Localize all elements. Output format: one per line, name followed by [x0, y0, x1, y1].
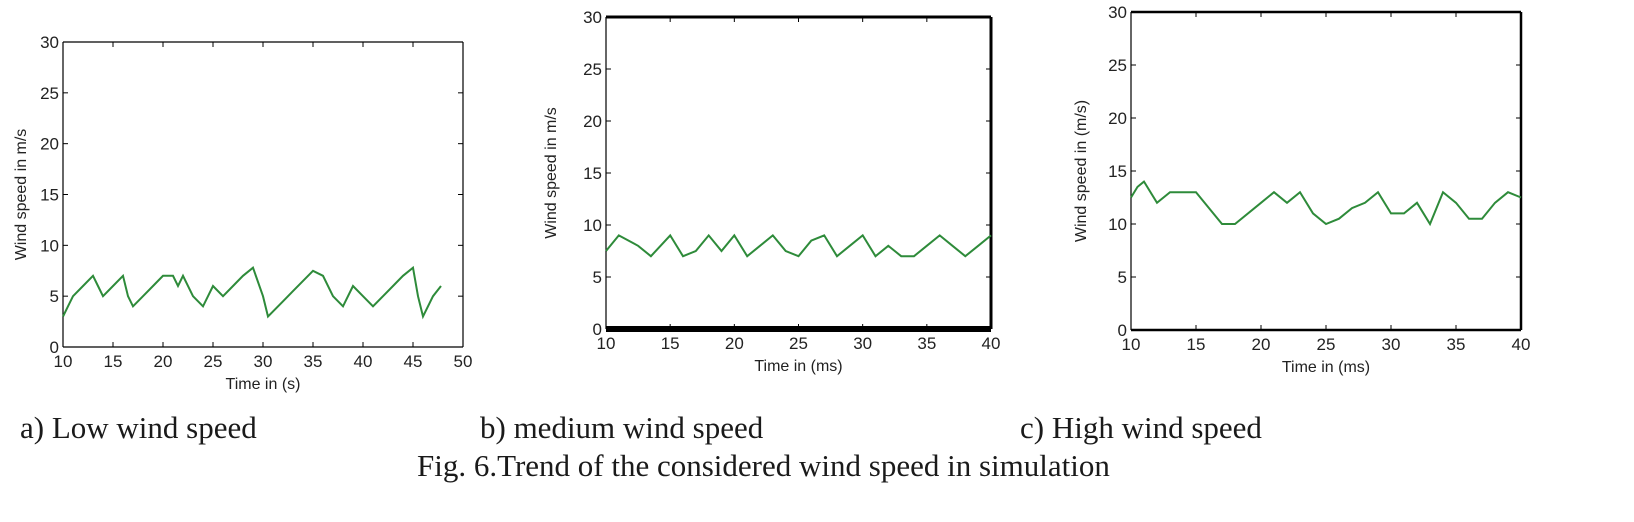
x-tick-label: 25: [204, 352, 223, 371]
x-tick-label: 40: [1512, 335, 1531, 354]
y-tick-label: 25: [1108, 56, 1127, 75]
caption-c: c) High wind speed: [1020, 410, 1262, 445]
chart-b: 10 15 20 25 30 35 40 0 5 10 15 20 25 30 Time in (ms) Wi…: [543, 8, 1001, 375]
chart-a: 10 15 20 25 30 35 40 45 50 0 5 10 15 20 25 30 Time in (s…: [13, 33, 473, 393]
x-tick-label: 10: [597, 334, 616, 353]
x-tick-label: 45: [404, 352, 423, 371]
x-tick-label: 35: [917, 334, 936, 353]
x-tick-label: 50: [454, 352, 473, 371]
x-tick-label: 10: [1122, 335, 1141, 354]
y-tick-label: 15: [1108, 162, 1127, 181]
y-tick-label: 25: [40, 84, 59, 103]
x-tick-label: 30: [254, 352, 273, 371]
x-tick-label: 25: [1317, 335, 1336, 354]
x-tick-label: 20: [154, 352, 173, 371]
y-tick-label: 5: [593, 268, 602, 287]
y-tick-label: 30: [1108, 3, 1127, 22]
y-tick-label: 15: [583, 164, 602, 183]
y-tick-label: 25: [583, 60, 602, 79]
x-tick-label: 30: [1382, 335, 1401, 354]
y-tick-label: 0: [50, 338, 59, 357]
x-axis-title: Time in (s): [226, 376, 301, 393]
y-tick-label: 20: [583, 112, 602, 131]
chart-c: 10 15 20 25 30 35 40 0 5 10 15 20 25 30 Time in (ms) Wi…: [1073, 3, 1531, 376]
x-tick-label: 35: [304, 352, 323, 371]
y-tick-label: 0: [593, 320, 602, 339]
chart-panel-b: 10 15 20 25 30 35 40 0 5 10 15 20 25 30 Time in (ms) Wi…: [530, 0, 1020, 410]
y-tick-label: 30: [40, 33, 59, 52]
y-axis-title: Wind speed in (m/s): [1073, 100, 1090, 242]
y-axis-title: Wind speed in m/s: [13, 129, 30, 261]
x-tick-label: 25: [789, 334, 808, 353]
x-tick-label: 35: [1447, 335, 1466, 354]
x-tick-label: 40: [354, 352, 373, 371]
y-axis-title: Wind speed in m/s: [543, 107, 560, 239]
series-line: [605, 233, 992, 258]
y-tick-label: 5: [1118, 268, 1127, 287]
y-tick-label: 5: [50, 287, 59, 306]
y-tick-label: 20: [40, 135, 59, 154]
y-tick-label: 20: [1108, 109, 1127, 128]
y-tick-label: 15: [40, 186, 59, 205]
x-tick-label: 20: [1252, 335, 1271, 354]
caption-a: a) Low wind speed: [20, 410, 257, 445]
series-line: [62, 265, 442, 320]
figure-caption: Fig. 6.Trend of the considered wind spee…: [417, 448, 1110, 483]
caption-b: b) medium wind speed: [480, 410, 764, 445]
x-tick-label: 15: [1187, 335, 1206, 354]
y-tick-label: 10: [40, 236, 59, 255]
chart-panel-a: 10 15 20 25 30 35 40 45 50 0 5 10 15 20 25 30 Time in (s…: [0, 0, 500, 410]
y-tick-label: 30: [583, 8, 602, 27]
x-tick-label: 10: [54, 352, 73, 371]
series-line: [1130, 180, 1522, 227]
x-tick-label: 40: [982, 334, 1001, 353]
x-tick-label: 30: [853, 334, 872, 353]
x-axis-title: Time in (ms): [754, 358, 842, 375]
x-axis-title: Time in (ms): [1282, 359, 1370, 376]
y-tick-label: 10: [583, 216, 602, 235]
x-tick-label: 20: [725, 334, 744, 353]
x-tick-label: 15: [104, 352, 123, 371]
y-tick-label: 10: [1108, 215, 1127, 234]
y-tick-label: 0: [1118, 321, 1127, 340]
x-tick-label: 15: [661, 334, 680, 353]
chart-panel-c: 10 15 20 25 30 35 40 0 5 10 15 20 25 30 Time in (ms) Wi…: [1060, 0, 1560, 410]
